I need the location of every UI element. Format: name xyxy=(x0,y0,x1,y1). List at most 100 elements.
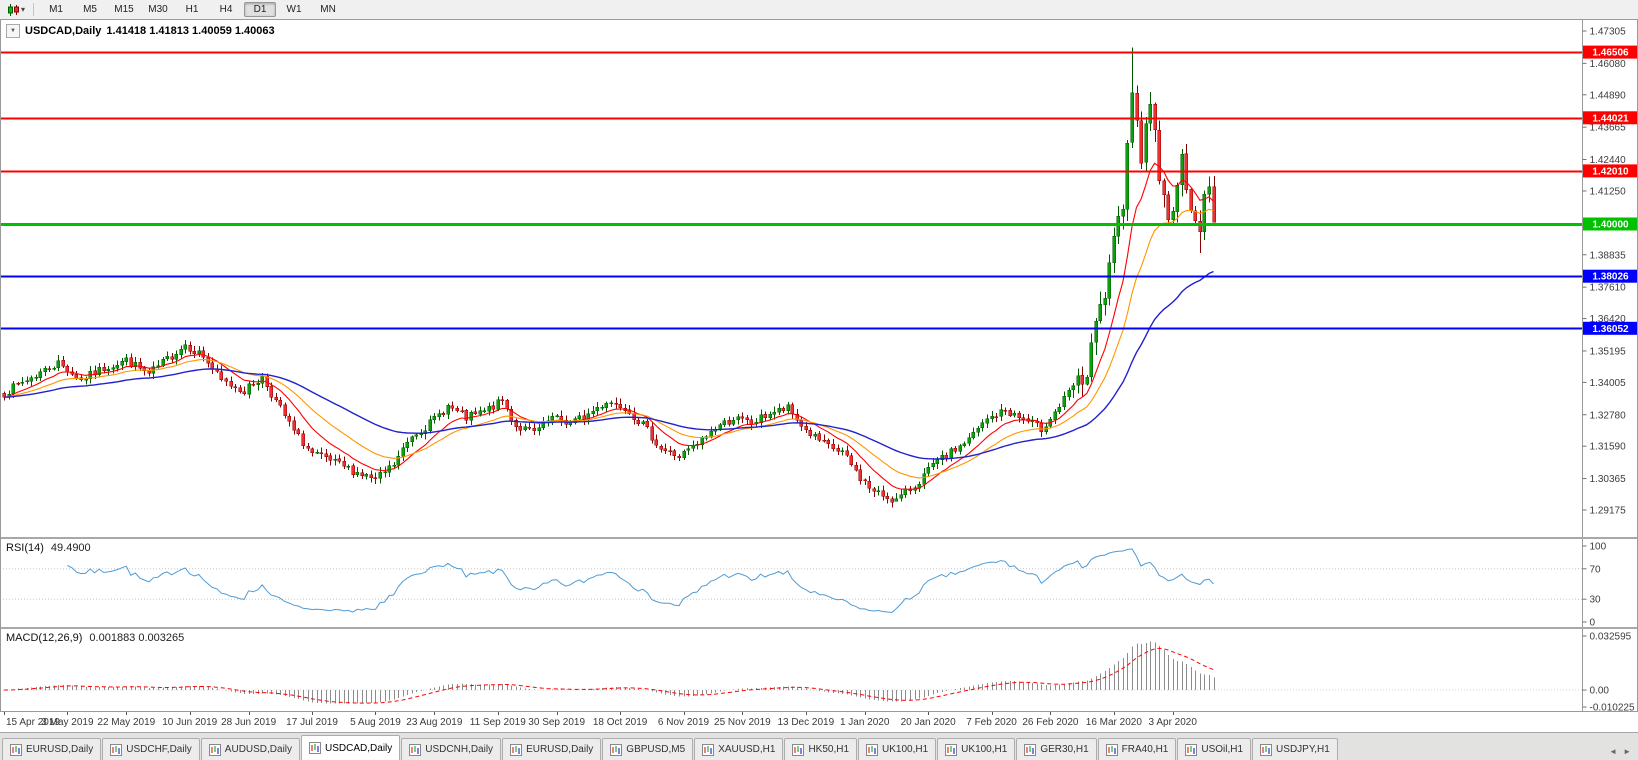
time-tick xyxy=(4,712,5,715)
chart-tab-HK50-H1[interactable]: HK50,H1 xyxy=(784,738,858,760)
price-scale-label: 1.31590 xyxy=(1590,442,1627,453)
chart-tab-USDJPY-H1[interactable]: USDJPY,H1 xyxy=(1252,738,1338,760)
time-tick xyxy=(189,712,191,715)
chart-tab-FRA40-H1[interactable]: FRA40,H1 xyxy=(1097,738,1177,760)
tab-label: USDCAD,Daily xyxy=(325,742,393,754)
timeframe-button-M1[interactable]: M1 xyxy=(49,4,63,15)
timeframe-button-H4[interactable]: H4 xyxy=(219,4,233,15)
price-tag-1.42010 xyxy=(1583,164,1638,178)
time-tick xyxy=(1172,712,1174,715)
pane-splitter[interactable] xyxy=(0,537,1638,539)
candlestick-chart-icon xyxy=(8,3,19,16)
pane-splitter[interactable] xyxy=(0,627,1638,629)
one-click-trading-toggle[interactable]: ▼ xyxy=(6,24,20,38)
chart-tab-USDCAD-Daily[interactable]: USDCAD,Daily xyxy=(301,735,401,760)
chart-tab-UK100-H1[interactable]: UK100,H1 xyxy=(858,738,937,760)
chart-tab-GBPUSD-M5[interactable]: GBPUSD,M5 xyxy=(602,738,694,760)
time-axis-label: 7 Feb 2020 xyxy=(966,717,1017,728)
rsi-scale-label: 0 xyxy=(1590,618,1596,629)
tab-bar: EURUSD,Daily USDCHF,Daily AUDUSD,Daily USDC… xyxy=(0,732,1638,760)
price-tag-label: 1.36052 xyxy=(1592,324,1629,335)
chart-tab-USDCNH-Daily[interactable]: USDCNH,Daily xyxy=(401,738,502,760)
timeframe-button-M5[interactable]: M5 xyxy=(83,4,97,15)
time-axis-label: 25 Nov 2019 xyxy=(714,717,771,728)
chart-tab-AUDUSD-Daily[interactable]: AUDUSD,Daily xyxy=(200,738,301,760)
time-axis-label: 1 Jan 2020 xyxy=(839,717,890,728)
price-tag-label: 1.46506 xyxy=(1592,48,1629,59)
tab-list: EURUSD,Daily USDCHF,Daily AUDUSD,Daily USDC… xyxy=(0,735,1604,760)
timeframe-button-H1[interactable]: H1 xyxy=(185,4,199,15)
time-axis-label: 23 Aug 2019 xyxy=(406,717,463,728)
chart-tab-USDCHF-Daily[interactable]: USDCHF,Daily xyxy=(102,738,200,760)
price-scale-label: 1.36420 xyxy=(1590,314,1627,325)
price-tag-1.46506 xyxy=(1583,45,1638,59)
toolbar: ▾ M1 M5 M15 M30 H1 H4 D1 W1 MN xyxy=(0,0,1638,19)
price-scale-label: 1.37610 xyxy=(1590,283,1627,294)
chart-tab-USOil-H1[interactable]: USOil,H1 xyxy=(1177,738,1252,760)
ohlc-title: ▼ USDCAD,Daily 1.41418 1.41813 1.40059 1… xyxy=(6,24,275,38)
time-tick xyxy=(991,712,993,715)
macd-label-row: MACD(12,26,9) 0.001883 0.003265 xyxy=(6,632,184,644)
time-tick xyxy=(1050,712,1052,715)
timeframe-button-M15[interactable]: M15 xyxy=(114,4,134,15)
price-tag-1.36052 xyxy=(1583,321,1638,335)
time-axis-label: 16 Mar 2020 xyxy=(1085,717,1142,728)
time-axis-label: 28 Jun 2019 xyxy=(221,717,277,728)
time-tick xyxy=(928,712,930,715)
timeframe-button-W1[interactable]: W1 xyxy=(286,4,302,15)
tab-scroll: ◄ ► xyxy=(1604,747,1638,760)
tab-label: USDJPY,H1 xyxy=(1276,744,1330,755)
price-scale-label: 1.46080 xyxy=(1590,59,1627,70)
time-axis-label: 11 Sep 2019 xyxy=(469,717,526,728)
time-axis-label: 17 Jul 2019 xyxy=(286,717,338,728)
ma-medium-line xyxy=(3,208,1214,479)
macd-pane[interactable]: 0.032595 0.00 -0.010225 xyxy=(0,632,1635,713)
price-scale-label: 1.32780 xyxy=(1590,410,1627,421)
chart-tab-EURUSD-Daily[interactable]: EURUSD,Daily xyxy=(502,738,602,760)
chart-tab-GER30-H1[interactable]: GER30,H1 xyxy=(1016,738,1097,760)
price-tag-label: 1.42010 xyxy=(1592,166,1629,177)
tab-label: USDCNH,Daily xyxy=(425,744,494,755)
price-scale-label: 1.34005 xyxy=(1590,378,1627,389)
rsi-label-row: RSI(14) 49.4900 xyxy=(6,542,91,554)
rsi-scale-label: 30 xyxy=(1590,595,1602,606)
chart-canvas[interactable]: 1.47305 1.46080 1.44890 1.43665 1.42440 1.412… xyxy=(0,19,1638,712)
time-axis-label: 3 Apr 2020 xyxy=(1148,717,1197,728)
timeframe-group: M1 M5 M15 M30 H1 H4 D1 W1 MN xyxy=(40,2,344,17)
main-price-pane[interactable] xyxy=(0,47,1583,508)
chart-tab-XAUUSD-H1[interactable]: XAUUSD,H1 xyxy=(694,738,784,760)
timeframe-button-D1[interactable]: D1 xyxy=(244,2,277,17)
price-scale[interactable]: 1.47305 1.46080 1.44890 1.43665 1.42440 1.412… xyxy=(1582,19,1638,712)
chart-icon xyxy=(1260,743,1273,756)
time-tick xyxy=(805,712,807,715)
rsi-scale-label: 100 xyxy=(1590,542,1607,553)
chart-tab-UK100-H1[interactable]: UK100,H1 xyxy=(937,738,1016,760)
price-scale-label: 1.41250 xyxy=(1590,186,1627,197)
dropdown-caret-icon: ▾ xyxy=(21,4,26,14)
chart-icon xyxy=(792,743,805,756)
time-axis[interactable]: 15 Apr 2019 3 May 2019 22 May 2019 10 Jun 2… xyxy=(0,712,1583,732)
chart-tab-EURUSD-Daily[interactable]: EURUSD,Daily xyxy=(2,738,102,760)
tab-scroll-left-button[interactable]: ◄ xyxy=(1609,747,1618,756)
chart-type-button[interactable]: ▾ xyxy=(4,2,27,18)
chart-icon xyxy=(1185,743,1198,756)
chart-icon xyxy=(866,743,879,756)
time-tick xyxy=(556,712,558,715)
rsi-pane[interactable]: 100 70 30 0 xyxy=(0,542,1607,629)
timeframe-button-MN[interactable]: MN xyxy=(320,4,336,15)
chart-icon xyxy=(702,743,715,756)
price-scale-label: 1.35195 xyxy=(1590,346,1627,357)
tab-scroll-right-button[interactable]: ► xyxy=(1623,747,1631,756)
time-axis-label: 5 Aug 2019 xyxy=(350,717,401,728)
price-scale-label: 1.43665 xyxy=(1590,123,1627,134)
tab-label: GBPUSD,M5 xyxy=(626,744,686,755)
time-tick xyxy=(864,712,866,715)
macd-label: MACD(12,26,9) xyxy=(6,632,83,644)
timeframe-button-M30[interactable]: M30 xyxy=(148,4,168,15)
tab-label: EURUSD,Daily xyxy=(26,744,94,755)
chart-icon xyxy=(309,742,322,754)
price-scale-label: 1.38835 xyxy=(1590,250,1627,261)
price-tag-1.40000 xyxy=(1583,217,1638,231)
macd-scale-label: -0.010225 xyxy=(1590,703,1635,713)
